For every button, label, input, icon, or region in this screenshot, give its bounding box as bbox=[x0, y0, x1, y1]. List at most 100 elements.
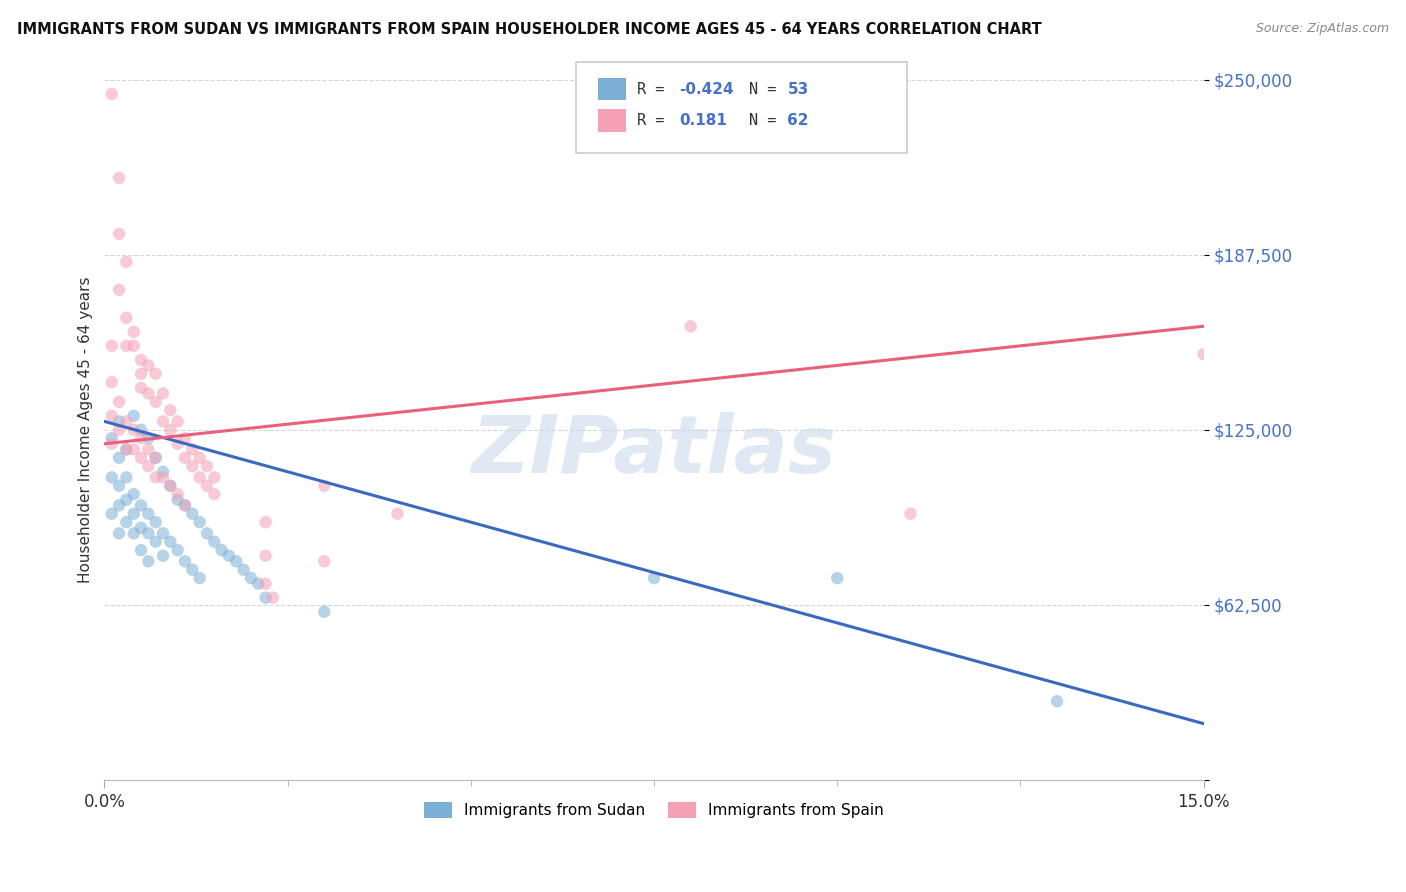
Point bbox=[115, 442, 138, 457]
Text: R =: R = bbox=[637, 82, 673, 96]
Point bbox=[159, 403, 181, 417]
Point bbox=[108, 227, 131, 241]
Point bbox=[100, 409, 122, 423]
Point bbox=[129, 521, 152, 535]
Point bbox=[159, 479, 181, 493]
Point bbox=[188, 450, 211, 465]
Point bbox=[122, 325, 145, 339]
Point bbox=[254, 515, 277, 529]
Point bbox=[129, 367, 152, 381]
Point bbox=[100, 339, 122, 353]
Point bbox=[115, 339, 138, 353]
Point bbox=[174, 554, 197, 568]
Point bbox=[159, 423, 181, 437]
Point bbox=[202, 487, 225, 501]
Text: Source: ZipAtlas.com: Source: ZipAtlas.com bbox=[1256, 22, 1389, 36]
Point bbox=[115, 470, 138, 484]
Point bbox=[1192, 347, 1215, 361]
Point bbox=[122, 487, 145, 501]
Point bbox=[108, 414, 131, 428]
Point bbox=[138, 459, 160, 474]
Point bbox=[100, 470, 122, 484]
Point bbox=[181, 507, 204, 521]
Point bbox=[181, 563, 204, 577]
Point bbox=[314, 605, 336, 619]
Point bbox=[145, 450, 167, 465]
Text: 0.181: 0.181 bbox=[679, 113, 727, 128]
Text: R =: R = bbox=[637, 113, 673, 128]
Point bbox=[188, 571, 211, 585]
Point bbox=[108, 479, 131, 493]
Point bbox=[202, 534, 225, 549]
Point bbox=[138, 526, 160, 541]
Point bbox=[108, 394, 131, 409]
Point bbox=[115, 414, 138, 428]
Point bbox=[174, 431, 197, 445]
Point bbox=[188, 470, 211, 484]
Point bbox=[108, 283, 131, 297]
Point bbox=[129, 499, 152, 513]
Point bbox=[159, 479, 181, 493]
Text: IMMIGRANTS FROM SUDAN VS IMMIGRANTS FROM SPAIN HOUSEHOLDER INCOME AGES 45 - 64 Y: IMMIGRANTS FROM SUDAN VS IMMIGRANTS FROM… bbox=[17, 22, 1042, 37]
Point bbox=[108, 499, 131, 513]
Point bbox=[138, 386, 160, 401]
Point bbox=[129, 450, 152, 465]
Text: 62: 62 bbox=[787, 113, 808, 128]
Point bbox=[181, 442, 204, 457]
Point bbox=[195, 459, 218, 474]
Point bbox=[108, 526, 131, 541]
Point bbox=[152, 386, 174, 401]
Point bbox=[122, 423, 145, 437]
Point bbox=[129, 381, 152, 395]
Text: -0.424: -0.424 bbox=[679, 82, 734, 96]
Point bbox=[195, 526, 218, 541]
Point bbox=[225, 554, 247, 568]
Point bbox=[254, 576, 277, 591]
Point bbox=[262, 591, 284, 605]
Point bbox=[100, 87, 122, 101]
Point bbox=[129, 543, 152, 558]
Point bbox=[254, 549, 277, 563]
Point bbox=[129, 352, 152, 367]
Point bbox=[145, 534, 167, 549]
Point bbox=[115, 442, 138, 457]
Point bbox=[314, 554, 336, 568]
Point bbox=[181, 459, 204, 474]
Point bbox=[122, 442, 145, 457]
Point bbox=[115, 492, 138, 507]
Point bbox=[115, 515, 138, 529]
Point bbox=[129, 431, 152, 445]
Point bbox=[145, 450, 167, 465]
Text: 53: 53 bbox=[787, 82, 808, 96]
Point bbox=[643, 571, 665, 585]
Point bbox=[679, 319, 702, 334]
Point bbox=[211, 543, 233, 558]
Point bbox=[174, 499, 197, 513]
Point bbox=[166, 414, 188, 428]
Point bbox=[122, 339, 145, 353]
Point bbox=[100, 375, 122, 389]
Point bbox=[166, 487, 188, 501]
Point bbox=[166, 492, 188, 507]
Point bbox=[195, 479, 218, 493]
Point bbox=[218, 549, 240, 563]
Point bbox=[129, 423, 152, 437]
Text: N =: N = bbox=[749, 113, 786, 128]
Point bbox=[174, 499, 197, 513]
Point bbox=[188, 515, 211, 529]
Legend: Immigrants from Sudan, Immigrants from Spain: Immigrants from Sudan, Immigrants from S… bbox=[418, 797, 890, 824]
Point bbox=[166, 437, 188, 451]
Point bbox=[138, 554, 160, 568]
Point bbox=[138, 431, 160, 445]
Point bbox=[108, 450, 131, 465]
Point bbox=[152, 465, 174, 479]
Point bbox=[202, 470, 225, 484]
Point bbox=[108, 170, 131, 185]
Point bbox=[314, 479, 336, 493]
Y-axis label: Householder Income Ages 45 - 64 years: Householder Income Ages 45 - 64 years bbox=[79, 277, 93, 583]
Point bbox=[100, 431, 122, 445]
Point bbox=[122, 507, 145, 521]
Text: ZIPatlas: ZIPatlas bbox=[471, 412, 837, 490]
Point bbox=[1046, 694, 1069, 708]
Point bbox=[138, 359, 160, 373]
